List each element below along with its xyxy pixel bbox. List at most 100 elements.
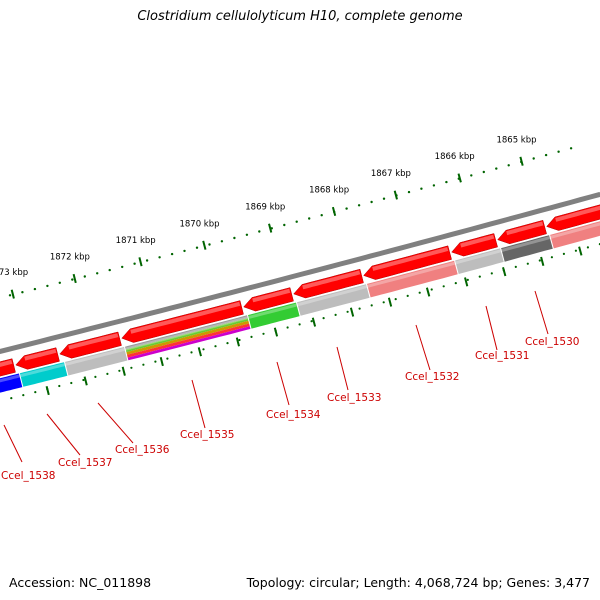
scale-tick — [10, 289, 15, 299]
gene-arrow — [293, 268, 364, 299]
scale-dot — [345, 207, 348, 210]
gene-label-leader — [191, 379, 206, 429]
cog-segment — [501, 235, 553, 262]
gene-tick-dot — [574, 249, 578, 252]
genome-summary-text: Topology: circular; Length: 4,068,724 bp… — [246, 575, 590, 590]
gene-label-leader — [415, 324, 431, 371]
scale-dot — [195, 246, 199, 249]
scale-dot — [33, 287, 37, 291]
gene-label: Ccel_1536 — [115, 444, 170, 456]
scale-dot — [295, 220, 298, 223]
gene-tick-dot — [58, 384, 61, 388]
gene-tick-dot — [394, 298, 397, 301]
scale-dot — [445, 180, 448, 184]
gene-tick — [273, 327, 279, 337]
gene-tick-dot — [250, 335, 253, 338]
scale-dot — [145, 259, 149, 262]
gene-arrow — [243, 287, 294, 312]
scale-dot — [233, 236, 236, 240]
scale-label: 1871 kbp — [116, 236, 156, 246]
gene-tick-dot — [262, 332, 265, 335]
scale-dot — [245, 233, 249, 236]
scale-dot — [183, 249, 186, 253]
cog-segment-highlight — [501, 236, 551, 252]
cog-segment — [248, 302, 300, 329]
scale-label: 1867 kbp — [371, 169, 411, 179]
gene-tick-dot — [166, 357, 169, 360]
gene-tick-dot — [214, 345, 217, 348]
gene-tick-dot — [190, 351, 193, 354]
gene-tick-dot — [118, 369, 121, 372]
cog-segment-highlight — [65, 347, 125, 366]
scale-tick — [331, 206, 337, 217]
scale-dot — [46, 284, 49, 288]
scale-tick — [519, 156, 524, 166]
scale-dot — [557, 150, 560, 153]
gene-tick-dot — [202, 348, 205, 351]
gene-tick-dot — [226, 342, 229, 345]
scale-dot — [432, 184, 436, 187]
scale-tick — [138, 257, 143, 267]
gene-tick-dot — [514, 265, 517, 268]
scale-dot — [532, 157, 535, 160]
gene-label: Ccel_1531 — [475, 350, 529, 362]
gene-tick-dot — [370, 304, 373, 307]
scale-dot — [470, 174, 473, 177]
scale-dot — [420, 187, 423, 190]
gene-tick-dot — [322, 317, 325, 320]
gene-tick-dot — [562, 252, 566, 255]
gene-tick — [578, 246, 583, 256]
gene-tick — [83, 376, 88, 386]
gene-tick-dot — [34, 391, 37, 394]
gene-arrow — [546, 204, 600, 231]
gene-arrow-highlight — [68, 333, 119, 350]
gene-label-leader — [97, 402, 134, 444]
gene-ticks — [10, 243, 600, 400]
cog-segment — [367, 260, 458, 298]
gene-tick — [387, 297, 393, 307]
gene-arrow-highlight — [252, 288, 291, 303]
scale-dot — [108, 268, 111, 272]
scale-label: 1866 kbp — [435, 152, 475, 162]
gene-tick-dot — [526, 262, 529, 265]
scale-tick — [457, 173, 462, 183]
gene-label-leader — [485, 305, 498, 351]
cog-segment-highlight — [367, 261, 456, 288]
gene-tick — [349, 307, 355, 317]
gene-tick-dot — [550, 256, 554, 259]
gene-tick-dot — [478, 275, 481, 278]
gene-tick-dot — [466, 278, 469, 281]
gene-tick-dot — [346, 310, 349, 313]
gene-tick-dot — [382, 301, 385, 304]
scale-label: 1869 kbp — [245, 202, 285, 212]
cog-segment — [125, 318, 249, 353]
scale-dot — [407, 190, 411, 194]
gene-label: Ccel_1530 — [525, 336, 579, 348]
gene-label-leader — [336, 346, 349, 391]
scale-dot — [569, 147, 573, 150]
cog-segment — [297, 284, 370, 316]
cog-segment — [126, 320, 250, 355]
gene-tick-dot — [142, 363, 145, 366]
scale-dot — [121, 265, 124, 269]
gene-tick-dot — [238, 338, 241, 342]
scale-dot — [8, 294, 12, 297]
gene-tick-dot — [298, 323, 301, 326]
scale-ticks — [10, 156, 524, 299]
gene-arrow — [121, 300, 244, 343]
gene-label: Ccel_1538 — [1, 470, 55, 482]
gene-arrow-highlight — [555, 205, 600, 222]
gene-arrow — [497, 219, 547, 245]
gene-tick — [540, 256, 545, 266]
scale-dot — [258, 230, 261, 233]
scale-dot — [21, 291, 24, 294]
gene-label-leader — [46, 413, 81, 456]
gene-tick-dot — [406, 294, 409, 297]
cog-track — [0, 221, 600, 393]
gene-tick-dot — [418, 291, 421, 294]
gene-tick-dot — [154, 360, 157, 363]
gene-arrow — [0, 358, 16, 377]
cog-segment — [125, 315, 248, 350]
gene-label: Ccel_1537 — [58, 457, 112, 469]
scale-dot — [482, 170, 485, 174]
